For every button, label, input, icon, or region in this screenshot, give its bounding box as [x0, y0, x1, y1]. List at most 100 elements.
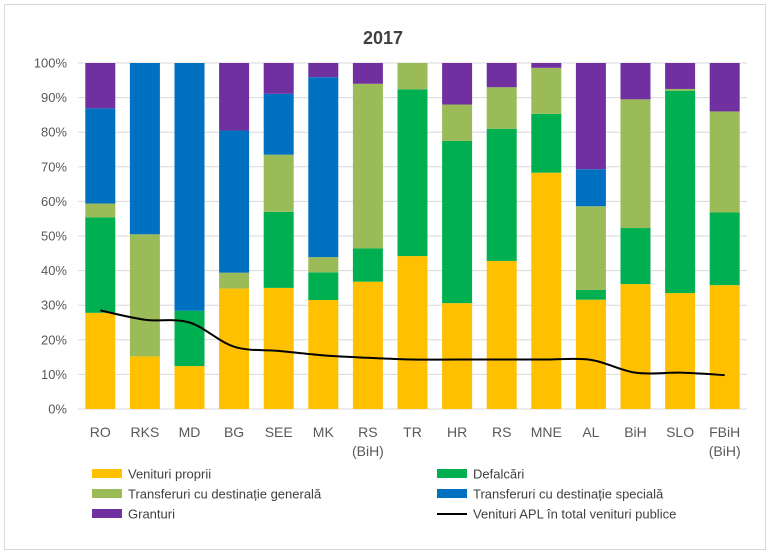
legend-label: Venituri proprii [128, 467, 211, 482]
bar-segment [665, 90, 696, 294]
bar-segment [174, 63, 205, 311]
bar-segment [308, 257, 339, 273]
y-tick-label: 100% [34, 56, 68, 71]
x-tick-label: (BiH) [352, 443, 384, 459]
y-tick-label: 40% [41, 263, 67, 278]
bar-segment [352, 83, 383, 249]
y-tick-label: 80% [41, 125, 67, 140]
legend-label: Transferuri cu destinație generală [128, 487, 322, 502]
bar-segment [665, 63, 696, 89]
bar-segment [531, 113, 562, 173]
bar-segment [575, 206, 606, 290]
y-tick-label: 90% [41, 90, 67, 105]
bar-segment [85, 312, 116, 409]
bar-segment [442, 140, 473, 304]
bar-segment [486, 128, 517, 261]
y-tick-label: 0% [48, 402, 67, 417]
x-tick-label: TR [403, 424, 422, 440]
y-tick-label: 10% [41, 367, 67, 382]
bar-segment [575, 63, 606, 170]
x-tick-label: MNE [531, 424, 562, 440]
chart-title: 2017 [363, 28, 403, 48]
legend-swatch [92, 509, 122, 518]
bar-segment [263, 93, 294, 155]
bar-segment [263, 287, 294, 409]
bar-segment [308, 272, 339, 301]
bar-segment [620, 63, 651, 100]
y-tick-label: 60% [41, 194, 67, 209]
bar-segment [620, 228, 651, 285]
bar-segment [709, 212, 740, 286]
bar-segment [174, 366, 205, 409]
legend-swatch [437, 489, 467, 498]
bar-segment [486, 63, 517, 88]
legend-swatch [92, 469, 122, 478]
legend-swatch [92, 489, 122, 498]
x-tick-label: AL [582, 424, 599, 440]
bar-segment [709, 111, 740, 213]
bar-segment [352, 63, 383, 84]
legend-label: Granturi [128, 507, 175, 522]
bar-segment [531, 67, 562, 114]
bar-segment [129, 234, 160, 357]
bar-segment [263, 63, 294, 94]
x-tick-label: RO [90, 424, 111, 440]
x-tick-label: HR [447, 424, 467, 440]
bar-segment [575, 169, 606, 207]
bar-segment [263, 211, 294, 288]
bar-segment [620, 99, 651, 229]
bar-segment [486, 260, 517, 409]
x-tick-label: RS [358, 424, 377, 440]
bar-segment [352, 281, 383, 409]
bar-segment [219, 130, 250, 273]
bar-segment [85, 203, 116, 218]
y-tick-label: 50% [41, 229, 67, 244]
x-tick-label: SEE [265, 424, 293, 440]
bar-segment [85, 108, 116, 204]
bar-segment [219, 272, 250, 289]
bar-segment [575, 299, 606, 409]
bar-segment [397, 256, 428, 409]
bar-segment [531, 63, 562, 68]
bar-segment [442, 104, 473, 141]
bar-segment [129, 356, 160, 409]
bar-segment [308, 77, 339, 258]
legend-swatch [437, 469, 467, 478]
y-tick-label: 70% [41, 159, 67, 174]
bar-segment [352, 248, 383, 282]
x-tick-label: MD [179, 424, 201, 440]
bar-segment [219, 63, 250, 131]
x-tick-label: RKS [131, 424, 160, 440]
bar-segment [665, 293, 696, 409]
series-line [100, 309, 725, 377]
legend-label: Transferuri cu destinație specială [473, 487, 664, 502]
x-tick-label: SLO [666, 424, 694, 440]
x-tick-label: MK [313, 424, 335, 440]
bar-segment [85, 217, 116, 313]
bar-segment [575, 289, 606, 300]
bar-segment [308, 63, 339, 78]
y-tick-label: 30% [41, 298, 67, 313]
x-tick-label: BG [224, 424, 244, 440]
bar-segment [397, 89, 428, 257]
x-tick-label: (BiH) [709, 443, 741, 459]
bar-segment [85, 63, 116, 109]
bar-segment [442, 63, 473, 105]
bar-segment [129, 63, 160, 235]
bar-segment [397, 63, 428, 90]
y-tick-label: 20% [41, 332, 67, 347]
bar-segment [709, 63, 740, 112]
bar-segment [174, 310, 205, 367]
legend-label: Venituri APL în total venituri publice [473, 507, 676, 522]
bar-segment [442, 303, 473, 409]
bar-segment [665, 88, 696, 91]
bar-segment [263, 154, 294, 212]
bar-segment [531, 172, 562, 409]
x-tick-label: FBiH [709, 424, 740, 440]
bar-segment [709, 285, 740, 409]
legend-label: Defalcări [473, 467, 524, 482]
x-tick-label: RS [492, 424, 511, 440]
x-tick-label: BiH [624, 424, 647, 440]
bar-segment [620, 284, 651, 409]
